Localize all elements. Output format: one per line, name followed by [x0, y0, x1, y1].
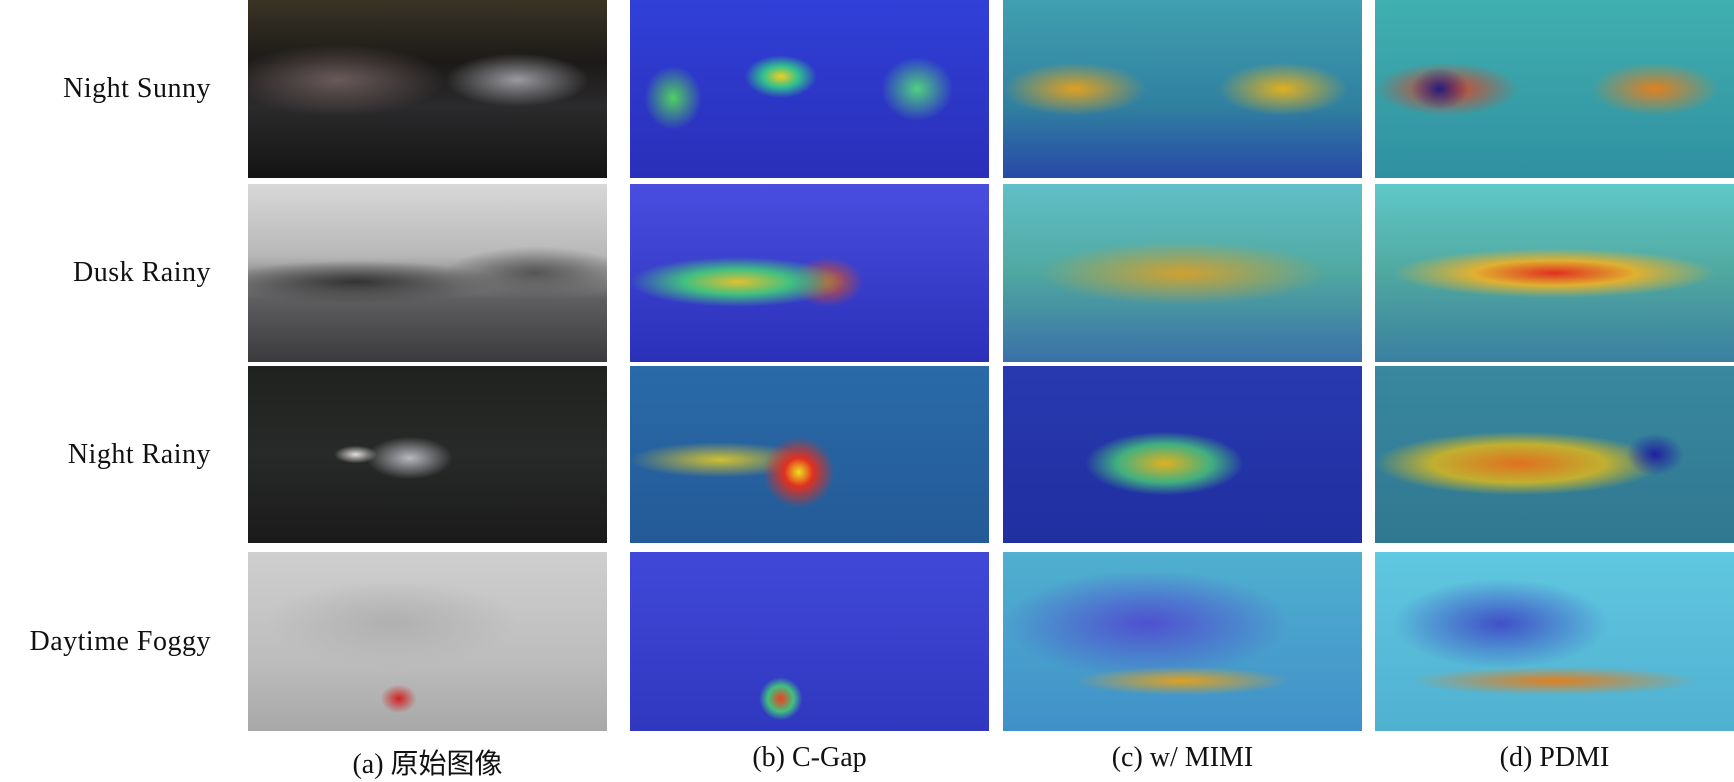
heatmap-image	[630, 552, 989, 731]
row-label: Daytime Foggy	[29, 625, 211, 657]
heatmap-image	[630, 366, 989, 543]
heatmap-image	[630, 184, 989, 362]
heatmap-image	[1003, 552, 1362, 731]
heatmap-image	[1003, 366, 1362, 543]
column-caption: (b) C-Gap	[752, 742, 867, 773]
column-caption: (d) PDMI	[1499, 742, 1610, 773]
heatmap-image	[1375, 552, 1734, 731]
column-caption: (c) w/ MIMI	[1111, 742, 1254, 773]
row-label: Night Rainy	[67, 438, 211, 470]
source-image	[248, 366, 607, 543]
heatmap-image	[1003, 184, 1362, 362]
source-image	[248, 184, 607, 362]
heatmap-image	[1375, 184, 1734, 362]
row-label: Dusk Rainy	[73, 257, 211, 288]
row-label: Night Sunny	[63, 73, 211, 104]
heatmap-image	[630, 0, 989, 178]
source-image	[248, 552, 607, 731]
heatmap-image	[1375, 366, 1734, 543]
column-caption: (a) 原始图像	[352, 749, 503, 780]
heatmap-image	[1003, 0, 1362, 178]
heatmap-image	[1375, 0, 1734, 178]
source-image	[248, 0, 607, 178]
